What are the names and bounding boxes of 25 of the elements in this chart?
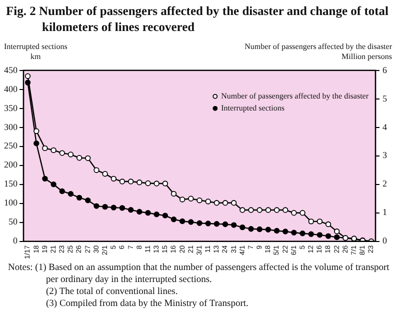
chart-title: Fig. 2 Number of passengers affected by the disaster and change of total kilometers of lines recovered (6, 3, 390, 35)
y-tick-label: 250 (4, 140, 18, 151)
y-tick-label: 450 (4, 64, 18, 75)
legend-label: Interrupted sections (221, 103, 284, 112)
y-tick-label: 0 (13, 236, 18, 246)
y2-tick-label: 1 (382, 207, 387, 218)
y-tick-label: 400 (4, 84, 18, 94)
y2-tick-label: 0 (382, 236, 388, 246)
y2-tick-label: 3 (382, 150, 388, 160)
text: Notes: (1) Based on an assumption that the number of passengers affected is the volume of transport per ordinary day in the interrupted sections. (7, 262, 390, 286)
y-tick-label: 150 (4, 178, 18, 189)
y-tick-label: 100 (4, 198, 18, 208)
y-tick-label: 300 (4, 122, 18, 132)
y-tick-label: 350 (4, 102, 18, 113)
text: (2) The total of conventional lines. (45, 286, 179, 298)
text: (3) Compiled from data by the Ministry of Transport. (45, 298, 250, 310)
y2-tick-label: 2 (382, 178, 387, 189)
y-axis-title: Interrupted sections km (4, 42, 68, 62)
y-tick-label: 50 (8, 216, 18, 227)
legend-label: Number of passengers affected by the disaster (221, 91, 369, 100)
y2-tick-label: 5 (382, 93, 388, 104)
y2-tick-label: 6 (382, 64, 388, 75)
y2-axis-title: Number of passengers affected by the disaster Million persons (244, 42, 392, 62)
y-tick-label: 200 (4, 160, 18, 170)
y2-tick-label: 4 (382, 122, 388, 132)
